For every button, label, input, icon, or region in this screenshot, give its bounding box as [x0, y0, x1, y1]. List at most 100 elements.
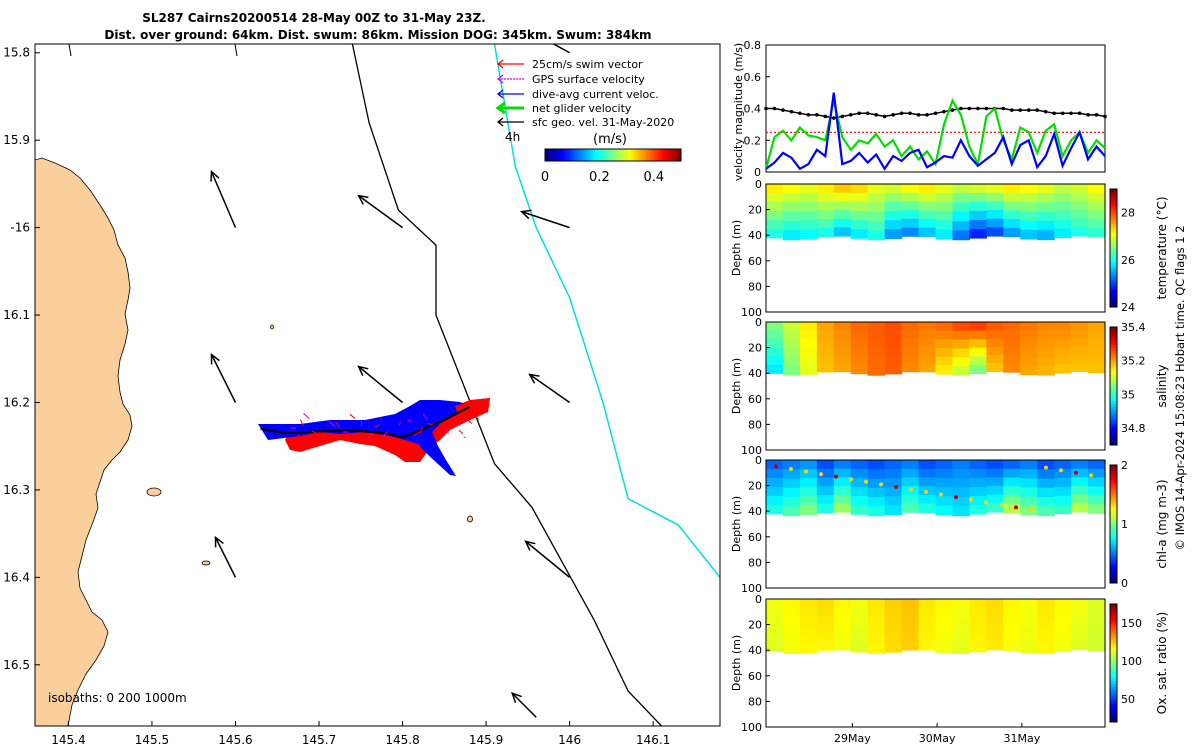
oxygen-y-tick-label: 60	[748, 670, 762, 683]
temperature-colorbar-swatch	[1110, 271, 1117, 276]
oxygen-cell	[1088, 642, 1106, 652]
chlorophyll-point	[804, 469, 808, 474]
chlorophyll-cell	[833, 494, 852, 504]
map-colorbar-swatch	[625, 149, 628, 161]
chlorophyll-point	[999, 502, 1003, 507]
salinity-colorbar-swatch	[1110, 341, 1117, 346]
chlorophyll-cell	[766, 477, 784, 488]
temperature-colorbar-swatch	[1110, 289, 1117, 293]
map-y-tick-label: 15.9	[3, 133, 30, 147]
velocity-geo-point	[959, 106, 963, 111]
chlorophyll-colorbar-swatch	[1110, 476, 1117, 481]
chlorophyll-cell	[1020, 460, 1038, 470]
salinity-cell	[1088, 330, 1106, 340]
chlorophyll-cell	[782, 478, 801, 489]
salinity-colorbar-swatch	[1110, 409, 1117, 414]
oxygen-cell	[935, 607, 954, 618]
map-colorbar-swatch	[555, 149, 558, 161]
chlorophyll-cell	[850, 478, 869, 488]
salinity-colorbar-swatch	[1110, 442, 1117, 446]
chlorophyll-cell	[1071, 485, 1089, 496]
oxygen-cell	[850, 634, 869, 644]
map-colorbar-swatch	[653, 149, 656, 161]
temperature-cell	[766, 184, 784, 194]
salinity-colorbar-swatch	[1110, 436, 1117, 440]
swim-arrow	[398, 421, 401, 427]
map-colorbar-swatch	[571, 149, 574, 161]
swim-arrow	[458, 429, 464, 435]
chlorophyll-cell	[969, 495, 987, 506]
velocity-geo-point	[1103, 114, 1107, 119]
salinity-cell	[901, 346, 920, 356]
map-x-tick-label: 145.8	[385, 733, 419, 747]
chlorophyll-cell	[1020, 505, 1038, 516]
salinity-cell	[799, 356, 818, 367]
oxygen-cell	[1020, 634, 1038, 645]
chlorophyll-point	[894, 484, 898, 489]
swim-arrow	[328, 420, 336, 427]
chlorophyll-cell	[1088, 504, 1106, 514]
velocity-geo-point	[874, 113, 878, 117]
salinity-colorbar-swatch	[1110, 368, 1117, 372]
temperature-cell	[766, 219, 784, 230]
salinity-cell	[935, 322, 954, 332]
legend-geo-velocity-label: sfc geo. vel. 31-May-2020	[532, 116, 674, 129]
velocity-y-tick-label: 0	[754, 166, 761, 179]
salinity-cell	[969, 356, 987, 366]
salinity-cell	[782, 322, 801, 332]
salinity-cell	[935, 339, 954, 349]
chlorophyll-cell	[1054, 460, 1072, 470]
map-x-tick-label: 145.9	[469, 733, 503, 747]
temperature-cell	[833, 192, 852, 202]
oxygen-colorbar-swatch	[1110, 665, 1117, 670]
velocity-geo-point	[823, 114, 828, 119]
chlorophyll-colorbar-swatch	[1110, 500, 1117, 504]
chlorophyll-cell	[935, 478, 954, 488]
temperature-cell	[1020, 229, 1038, 240]
swim-arrow	[426, 422, 434, 426]
chlorophyll-cell	[918, 494, 937, 505]
temperature-cell	[1054, 201, 1072, 212]
temperature-cell	[1037, 202, 1055, 213]
chlorophyll-colorbar-swatch	[1110, 544, 1117, 549]
temperature-cell	[1003, 201, 1021, 211]
map-colorbar-ticks: 0 0.2 0.4	[541, 170, 664, 185]
salinity-cell	[918, 363, 937, 373]
temperature-cell	[799, 202, 818, 212]
salinity-cell	[884, 330, 903, 340]
isobath-label: isobaths: 0 200 1000m	[48, 691, 187, 705]
chlorophyll-point	[879, 482, 883, 487]
swim-arrow	[436, 437, 440, 441]
geo-arrow-head	[214, 535, 224, 548]
salinity-cell	[1054, 330, 1072, 340]
temperature-cell	[986, 201, 1004, 211]
salinity-cell	[1003, 322, 1021, 331]
velocity-geo-point	[908, 111, 912, 116]
oxygen-colorbar-swatch	[1110, 604, 1117, 608]
velocity-geo-point	[815, 113, 819, 117]
chlorophyll-cell	[1054, 504, 1072, 515]
oxygen-y-tick-label: 80	[748, 695, 762, 708]
chlorophyll-point	[1044, 465, 1048, 470]
salinity-colorbar-tick-label: 35.2	[1121, 355, 1146, 368]
chlorophyll-cell	[1088, 477, 1106, 488]
map-colorbar-swatch	[615, 149, 618, 161]
salinity-cell	[884, 339, 903, 349]
salinity-cell	[782, 366, 801, 376]
salinity-cell	[952, 330, 970, 341]
salinity-cell	[952, 348, 970, 358]
oxygen-panel: 0 20 40 60 80 100 Depth (m) 50 100 150 Ox. sat. ra…	[730, 593, 1169, 734]
chlorophyll-point	[924, 490, 928, 494]
salinity-colorbar-swatch	[1110, 427, 1117, 431]
map-colorbar-swatch	[617, 149, 620, 161]
salinity-cell	[935, 348, 954, 358]
map-colorbar-swatch	[673, 149, 676, 161]
map-colorbar-swatch	[593, 149, 596, 161]
geo-arrow-head	[357, 194, 369, 205]
oxygen-cell	[1037, 617, 1055, 627]
temperature-colorbar-swatch	[1110, 230, 1117, 234]
oxygen-colorbar-swatch	[1110, 645, 1117, 649]
temperature-colorbar-swatch	[1110, 280, 1117, 284]
map-colorbar-swatch	[547, 149, 550, 161]
salinity-cell	[766, 356, 784, 366]
